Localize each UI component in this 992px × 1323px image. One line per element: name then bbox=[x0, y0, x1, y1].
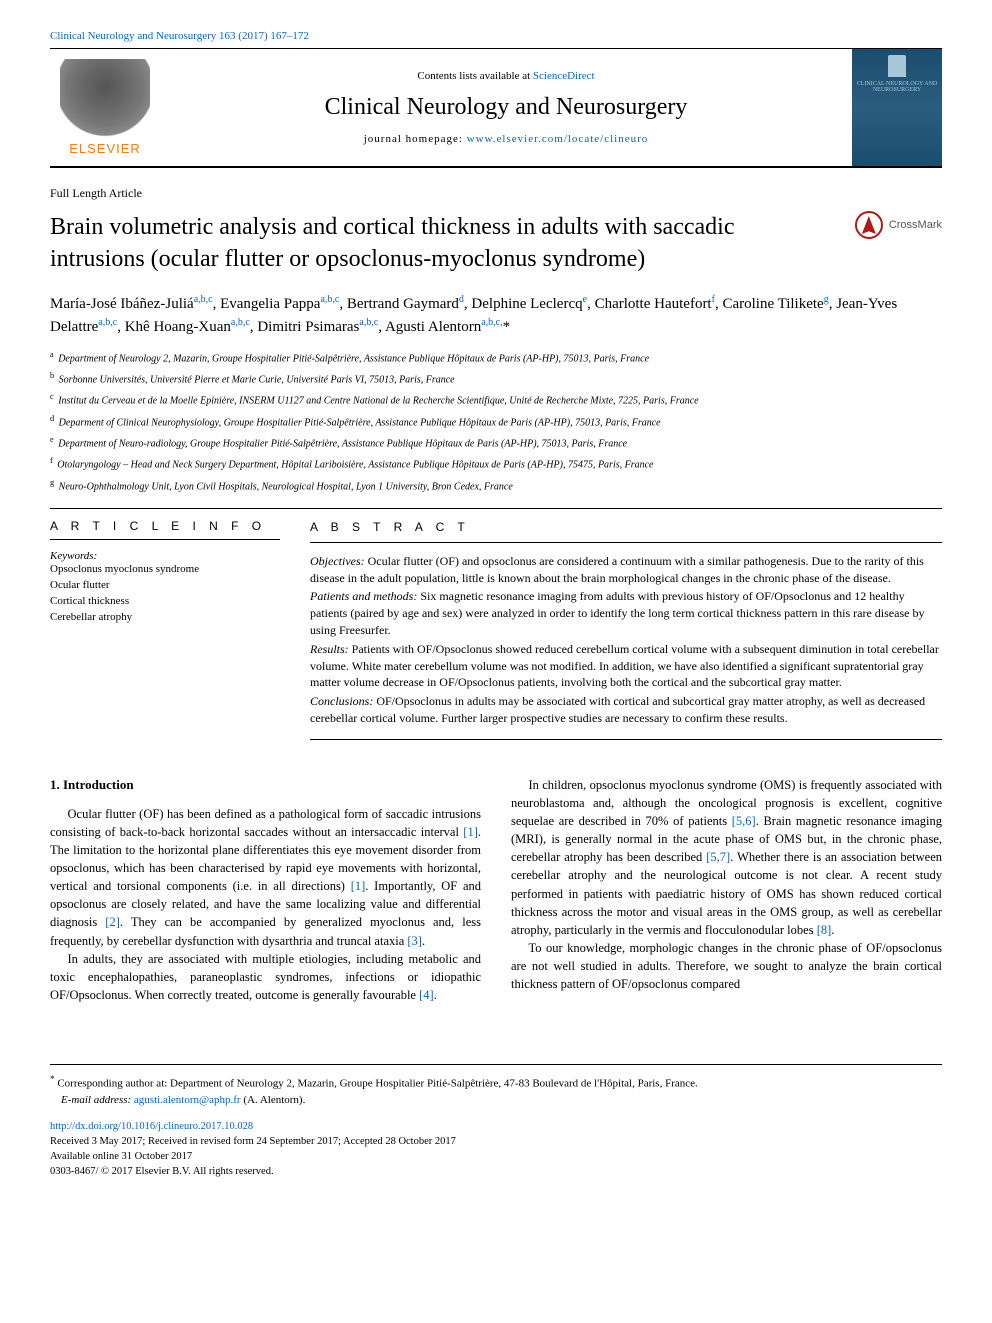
ref-3[interactable]: [3] bbox=[407, 934, 422, 948]
divider bbox=[50, 539, 280, 540]
affiliation: e Department of Neuro-radiology, Groupe … bbox=[50, 434, 942, 451]
keywords-label: Keywords: bbox=[50, 550, 280, 562]
homepage-line: journal homepage: www.elsevier.com/locat… bbox=[160, 133, 852, 145]
affiliation: g Neuro-Ophthalmology Unit, Lyon Civil H… bbox=[50, 477, 942, 494]
email-suffix: (A. Alentorn). bbox=[241, 1094, 306, 1106]
contents-prefix: Contents lists available at bbox=[417, 70, 532, 82]
article-type: Full Length Article bbox=[50, 186, 942, 201]
keywords-list: Opsoclonus myoclonus syndromeOcular flut… bbox=[50, 562, 280, 626]
ref-8[interactable]: [8] bbox=[817, 923, 832, 937]
ref-5-7[interactable]: [5,7] bbox=[706, 850, 730, 864]
body-p1a: Ocular flutter (OF) has been defined as … bbox=[50, 807, 481, 839]
abstract-results: Patients with OF/Opsoclonus showed reduc… bbox=[310, 642, 939, 690]
journal-name: Clinical Neurology and Neurosurgery bbox=[160, 94, 852, 121]
doi-link[interactable]: http://dx.doi.org/10.1016/j.clineuro.201… bbox=[50, 1121, 253, 1132]
keyword: Cortical thickness bbox=[50, 594, 280, 610]
keyword: Ocular flutter bbox=[50, 578, 280, 594]
homepage-prefix: journal homepage: bbox=[364, 133, 467, 145]
abstract-heading: A B S T R A C T bbox=[310, 519, 942, 536]
homepage-link[interactable]: www.elsevier.com/locate/clineuro bbox=[467, 133, 649, 145]
crossmark-icon bbox=[855, 211, 883, 239]
footnotes: * Corresponding author at: Department of… bbox=[50, 1064, 942, 1109]
ref-2[interactable]: [2] bbox=[105, 915, 120, 929]
ref-1b[interactable]: [1] bbox=[351, 879, 366, 893]
article-info-heading: A R T I C L E I N F O bbox=[50, 519, 280, 533]
affiliation: c Institut du Cerveau et de la Moelle Ep… bbox=[50, 391, 942, 408]
abstract-methods-label: Patients and methods: bbox=[310, 589, 417, 603]
elsevier-logo: ELSEVIER bbox=[50, 49, 160, 166]
affiliation: f Otolaryngology – Head and Neck Surgery… bbox=[50, 455, 942, 472]
sciencedirect-link[interactable]: ScienceDirect bbox=[533, 70, 595, 82]
ref-1[interactable]: [1] bbox=[463, 825, 478, 839]
abstract-conclusions: OF/Opsoclonus in adults may be associate… bbox=[310, 694, 925, 725]
article-title: Brain volumetric analysis and cortical t… bbox=[50, 211, 835, 276]
email-label: E-mail address: bbox=[61, 1094, 134, 1106]
abstract-objectives-label: Objectives: bbox=[310, 554, 365, 568]
journal-header: ELSEVIER Contents lists available at Sci… bbox=[50, 48, 942, 168]
abstract: A B S T R A C T Objectives: Ocular flutt… bbox=[310, 519, 942, 740]
corr-text: Corresponding author at: Department of N… bbox=[55, 1078, 698, 1090]
history: Received 3 May 2017; Received in revised… bbox=[50, 1134, 942, 1149]
citation-link[interactable]: Clinical Neurology and Neurosurgery 163 … bbox=[50, 30, 309, 42]
authors: María-José Ibáñez-Juliáa,b,c, Evangelia … bbox=[50, 292, 942, 339]
contents-line: Contents lists available at ScienceDirec… bbox=[160, 70, 852, 82]
email-link[interactable]: agusti.alentorn@aphp.fr bbox=[134, 1094, 241, 1106]
online-date: Available online 31 October 2017 bbox=[50, 1149, 942, 1164]
affiliation: b Sorbonne Universités, Université Pierr… bbox=[50, 370, 942, 387]
body-text: 1. Introduction Ocular flutter (OF) has … bbox=[50, 776, 942, 1004]
body-p1e: . bbox=[422, 934, 425, 948]
body-p4: To our knowledge, morphologic changes in… bbox=[511, 941, 942, 991]
header-center: Contents lists available at ScienceDirec… bbox=[160, 49, 852, 166]
journal-cover: CLINICAL NEUROLOGY AND NEUROSURGERY bbox=[852, 49, 942, 166]
body-p2b: is generally favourable bbox=[301, 988, 419, 1002]
affiliation: a Department of Neurology 2, Mazarin, Gr… bbox=[50, 349, 942, 366]
divider bbox=[50, 508, 942, 509]
affiliation: d Deparment of Clinical Neurophysiology,… bbox=[50, 413, 942, 430]
crossmark-label: CrossMark bbox=[889, 219, 942, 231]
ref-5-6[interactable]: [5,6] bbox=[732, 814, 756, 828]
keyword: Opsoclonus myoclonus syndrome bbox=[50, 562, 280, 578]
divider bbox=[310, 739, 942, 740]
body-p3d: . bbox=[831, 923, 834, 937]
footer-meta: http://dx.doi.org/10.1016/j.clineuro.201… bbox=[50, 1119, 942, 1180]
citation-header: Clinical Neurology and Neurosurgery 163 … bbox=[50, 30, 942, 42]
abstract-objectives: Ocular flutter (OF) and opsoclonus are c… bbox=[310, 554, 924, 585]
elsevier-text: ELSEVIER bbox=[69, 141, 141, 156]
crossmark-badge[interactable]: CrossMark bbox=[855, 211, 942, 239]
abstract-results-label: Results: bbox=[310, 642, 349, 656]
section-heading-introduction: 1. Introduction bbox=[50, 776, 481, 795]
copyright: 0303-8467/ © 2017 Elsevier B.V. All righ… bbox=[50, 1164, 942, 1179]
elsevier-tree-icon bbox=[60, 59, 150, 139]
divider bbox=[310, 542, 942, 543]
cover-text: CLINICAL NEUROLOGY AND NEUROSURGERY bbox=[856, 81, 938, 93]
cover-icon bbox=[888, 55, 906, 77]
article-info: A R T I C L E I N F O Keywords: Opsoclon… bbox=[50, 519, 280, 740]
abstract-conclusions-label: Conclusions: bbox=[310, 694, 373, 708]
body-p2c: . bbox=[434, 988, 437, 1002]
ref-4[interactable]: [4] bbox=[419, 988, 434, 1002]
keyword: Cerebellar atrophy bbox=[50, 610, 280, 626]
